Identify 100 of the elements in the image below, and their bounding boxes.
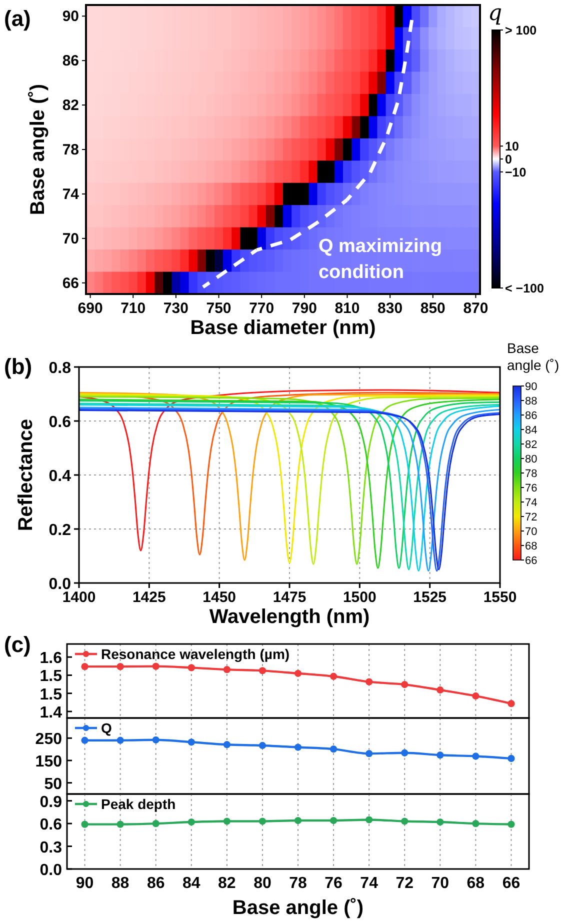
- y-tick-label: 0.9: [40, 794, 62, 811]
- x-tick-label: 770: [249, 300, 274, 317]
- y-tick-label: 74: [62, 186, 80, 203]
- color-bar-label: 68: [525, 540, 538, 552]
- x-axis-title: Base angle (˚): [232, 897, 364, 919]
- color-bar-label: 70: [525, 526, 538, 538]
- x-tick-label: 70: [431, 875, 450, 892]
- point: [330, 672, 338, 680]
- y-axis-title: Base angle (˚): [27, 84, 49, 216]
- x-tick-label: 1450: [202, 589, 236, 606]
- point: [188, 738, 195, 746]
- point: [508, 754, 515, 762]
- point: [81, 663, 88, 670]
- x-axis-title: Wavelength (nm): [209, 606, 370, 628]
- x-tick-label: 870: [463, 300, 488, 317]
- color-bar-label: > 100: [505, 24, 537, 38]
- x-tick-label: 1475: [272, 589, 306, 606]
- y-tick-label: 0.8: [48, 360, 72, 377]
- point: [330, 746, 338, 753]
- x-tick-label: 730: [163, 300, 188, 317]
- color-bar-title: q: [488, 1, 502, 26]
- y-tick-label: 66: [62, 274, 79, 292]
- y-tick-label: 86: [62, 52, 79, 70]
- point: [294, 744, 302, 751]
- color-bar-label: −10: [505, 165, 526, 180]
- x-tick-label: 84: [182, 875, 200, 892]
- y-tick-label: 1.4: [40, 704, 62, 722]
- point: [152, 662, 160, 670]
- x-tick-label: 1425: [132, 589, 166, 606]
- y-tick-label: 1.5: [40, 686, 62, 704]
- point: [116, 736, 124, 744]
- y-tick-label: 1.6: [40, 650, 62, 668]
- x-tick-label: 1525: [413, 589, 447, 606]
- chart-title: (a): [4, 6, 31, 31]
- point: [188, 664, 195, 672]
- x-tick-label: 850: [420, 300, 446, 317]
- color-bar-label: 82: [525, 439, 538, 451]
- color-bar-label: 78: [525, 468, 538, 480]
- y-tick-label: 0.6: [48, 414, 72, 431]
- point: [436, 686, 444, 694]
- point: [472, 752, 480, 760]
- point: [258, 742, 266, 750]
- y-tick-label: 150: [35, 753, 62, 770]
- point: [223, 666, 230, 674]
- chart-title: (c): [4, 632, 31, 657]
- point: [401, 749, 408, 756]
- point: [223, 741, 230, 748]
- point: [116, 663, 124, 670]
- point: [472, 692, 480, 700]
- y-tick-label: 70: [62, 230, 79, 248]
- y-tick-label: 250: [35, 731, 62, 748]
- color-bar-label: < −100: [505, 282, 544, 296]
- color-bar-label: 76: [525, 482, 538, 494]
- y-tick-label: 0.6: [40, 816, 62, 834]
- color-bar-label: 10: [505, 140, 519, 154]
- color-bar-label: 0: [505, 152, 512, 166]
- color-bar-label: 80: [525, 454, 538, 466]
- point: [152, 736, 160, 744]
- x-tick-label: 750: [206, 300, 232, 317]
- x-tick-label: 790: [292, 300, 317, 317]
- x-tick-label: 90: [76, 875, 94, 892]
- color-bar-label: 90: [525, 381, 538, 393]
- x-tick-label: 810: [334, 300, 360, 317]
- point: [81, 736, 88, 744]
- x-tick-label: 74: [360, 875, 378, 892]
- color-bar-label: 74: [525, 497, 538, 509]
- x-tick-label: 710: [120, 300, 146, 317]
- point: [508, 700, 515, 708]
- x-tick-label: 78: [289, 875, 307, 892]
- x-tick-label: 830: [378, 300, 403, 317]
- y-tick-label: 0.4: [48, 468, 72, 485]
- x-tick-label: 68: [466, 875, 485, 892]
- x-tick-label: 82: [218, 875, 236, 892]
- x-tick-label: 72: [396, 875, 414, 892]
- color-bar-label: 88: [525, 396, 538, 408]
- color-bar-label: 72: [525, 512, 538, 524]
- legend-label: Peak depth: [101, 796, 176, 812]
- point: [366, 750, 373, 758]
- color-bar-label: 86: [525, 410, 538, 422]
- x-tick-label: 88: [111, 875, 130, 892]
- y-tick-label: 1.5: [40, 668, 62, 686]
- y-tick-label: 82: [62, 97, 79, 114]
- x-tick-label: 690: [78, 300, 103, 317]
- x-axis-title: Base diameter (nm): [190, 317, 376, 339]
- chart-title: (b): [4, 354, 32, 379]
- x-tick-label: 1550: [483, 589, 517, 606]
- legend-label: Resonance wavelength (µm): [101, 646, 290, 662]
- point: [258, 667, 266, 674]
- color-bar-label: 66: [525, 555, 538, 567]
- x-tick-label: 1500: [342, 589, 376, 606]
- y-tick-label: 90: [62, 8, 79, 26]
- y-tick-label: 0.2: [48, 522, 72, 539]
- y-tick-label: 0.0: [40, 862, 62, 879]
- annotation: Q maximizing condition: [318, 236, 442, 284]
- x-tick-label: 86: [146, 875, 165, 892]
- y-tick-label: 78: [62, 142, 79, 158]
- legend-label: Q: [101, 720, 112, 736]
- x-tick-label: 66: [502, 875, 520, 892]
- color-bar-title: Base angle (˚): [507, 340, 560, 373]
- point: [436, 752, 444, 759]
